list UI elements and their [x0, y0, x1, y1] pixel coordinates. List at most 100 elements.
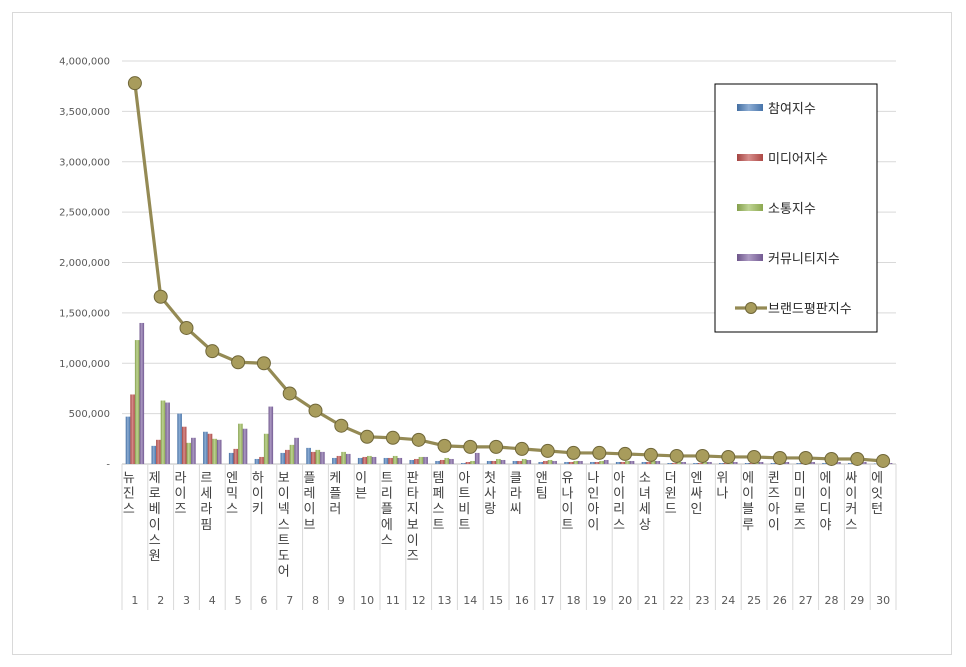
category-label: 이 [613, 487, 625, 502]
rank-label: 9 [338, 594, 345, 607]
category-label: 트 [433, 518, 445, 533]
category-label: 진 [123, 487, 135, 502]
rank-label: 5 [235, 594, 242, 607]
category-label: 핌 [200, 518, 212, 533]
bar [873, 463, 879, 464]
bar [667, 462, 673, 464]
category-label: 앤 [536, 471, 548, 486]
category-label: 라 [200, 502, 212, 517]
category-label: 뉴 [123, 471, 135, 486]
bar [461, 462, 466, 464]
bar [285, 449, 290, 464]
bar [719, 462, 724, 464]
category-label: 에 [820, 471, 832, 486]
bar [500, 459, 506, 464]
bar [165, 402, 170, 464]
category-label: 스 [381, 533, 393, 548]
bar [139, 322, 145, 464]
bar [599, 460, 604, 464]
line-point [669, 448, 684, 463]
bar [848, 462, 853, 464]
bar [203, 431, 208, 464]
category-label: 이 [407, 533, 419, 548]
bar [543, 460, 548, 464]
category-label: 디 [820, 502, 832, 517]
category-label: 리 [381, 487, 393, 502]
category-label: 위 [716, 471, 728, 486]
category-label: 스 [278, 518, 290, 533]
bar [320, 451, 325, 464]
category-label: 트 [278, 533, 290, 548]
category-label: 엔 [691, 471, 703, 486]
bar [650, 460, 656, 464]
bar [491, 460, 497, 464]
category-label: 케 [329, 471, 341, 486]
category-label: 비 [458, 502, 470, 517]
bar [397, 457, 403, 464]
bar [547, 459, 553, 464]
y-tick-label: 1,500,000 [59, 308, 110, 319]
category-label: 즈 [175, 502, 187, 517]
bar [191, 437, 196, 464]
category-label: 소 [639, 471, 651, 486]
category-label: 이 [587, 518, 599, 533]
rank-label: 15 [489, 594, 503, 607]
bar [744, 462, 750, 464]
bar [590, 461, 595, 464]
category-label: 에 [871, 471, 883, 486]
bar [538, 461, 544, 464]
legend-swatch [737, 104, 763, 111]
bar [289, 444, 295, 464]
category-label: 하 [252, 471, 264, 486]
bar [130, 394, 135, 464]
bar [341, 451, 346, 464]
category-label: 이 [175, 487, 187, 502]
line-point [205, 344, 220, 359]
line-point [772, 450, 787, 465]
rank-label: 29 [850, 594, 864, 607]
y-tick-label: 500,000 [69, 409, 110, 420]
category-label: 엔 [226, 471, 238, 486]
bar [263, 433, 269, 464]
bar [367, 455, 372, 464]
line-point [231, 355, 246, 370]
category-label: 트 [458, 518, 470, 533]
bar [861, 461, 867, 464]
rank-label: 8 [312, 594, 319, 607]
category-label: 즈 [768, 487, 780, 502]
bar [310, 451, 316, 464]
category-label: 나 [587, 471, 599, 486]
line-point [618, 446, 633, 461]
category-label: 지 [407, 502, 419, 517]
bar [294, 437, 299, 464]
category-label: 이 [252, 487, 264, 502]
bar [465, 461, 471, 464]
rank-label: 3 [183, 594, 190, 607]
bar [784, 461, 790, 464]
bar [625, 460, 630, 464]
bar [521, 458, 527, 464]
category-label: 브 [304, 518, 316, 533]
category-label: 인 [587, 487, 599, 502]
line-point [540, 443, 555, 458]
category-label: 클 [510, 471, 522, 486]
bar [409, 459, 415, 464]
line-point [489, 439, 504, 454]
y-tick-label: 1,000,000 [59, 359, 110, 370]
bar [383, 457, 389, 464]
bar [388, 457, 393, 464]
line-point [153, 289, 168, 304]
rank-label: 18 [567, 594, 581, 607]
legend-label: 브랜드평판지수 [768, 302, 852, 317]
bar [449, 458, 454, 464]
rank-label: 23 [696, 594, 710, 607]
rank-label: 26 [773, 594, 787, 607]
rank-label: 27 [799, 594, 813, 607]
category-label: 판 [407, 471, 419, 486]
category-label: 싸 [845, 471, 857, 486]
category-label: 잇 [871, 487, 883, 502]
category-label: 플 [329, 487, 341, 502]
line-point [721, 449, 736, 464]
line-point [437, 438, 452, 453]
category-label: 나 [716, 487, 728, 502]
